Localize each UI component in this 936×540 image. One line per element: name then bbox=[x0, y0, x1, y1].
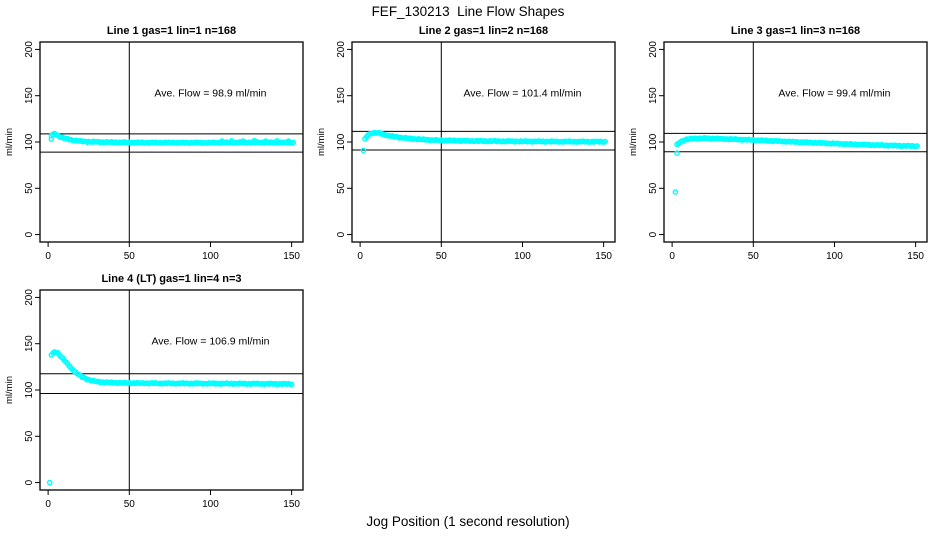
data-point bbox=[914, 143, 921, 149]
x-tick-label: 50 bbox=[748, 251, 760, 262]
y-tick-label: 50 bbox=[24, 182, 35, 194]
x-tick-label: 100 bbox=[202, 251, 219, 262]
data-point-outlier bbox=[360, 147, 367, 154]
data-point-outlier bbox=[228, 137, 235, 144]
x-tick-label: 150 bbox=[283, 251, 300, 262]
y-tick-label: 200 bbox=[24, 289, 35, 306]
ave-flow-annotation: Ave. Flow = 101.4 ml/min bbox=[463, 88, 581, 100]
x-tick-label: 150 bbox=[283, 499, 300, 510]
data-point-outlier bbox=[46, 479, 53, 486]
x-tick-label: 150 bbox=[595, 251, 612, 262]
y-axis-label: ml/min bbox=[316, 128, 327, 156]
data-point bbox=[290, 139, 297, 146]
x-tick-label: 0 bbox=[669, 251, 675, 262]
ave-flow-annotation: Ave. Flow = 106.9 ml/min bbox=[151, 336, 269, 348]
y-tick-label: 150 bbox=[24, 335, 35, 352]
panel-grid: Line 1 gas=1 lin=1 n=168 0 50 100 150 0 50 100 1… bbox=[0, 20, 936, 516]
panel-line-1: Line 1 gas=1 lin=1 n=168 0 50 100 150 0 50 100 1… bbox=[0, 20, 312, 268]
y-tick-label: 0 bbox=[648, 231, 659, 237]
x-tick-label: 0 bbox=[357, 251, 363, 262]
x-tick-label: 50 bbox=[124, 251, 136, 262]
y-tick-label: 150 bbox=[648, 87, 659, 104]
data-point-outlier bbox=[285, 138, 292, 144]
y-axis-label: ml/min bbox=[628, 128, 639, 156]
y-tick-label: 100 bbox=[24, 381, 35, 398]
x-tick-label: 50 bbox=[124, 499, 136, 510]
x-tick-label: 50 bbox=[436, 251, 448, 262]
y-tick-label: 200 bbox=[24, 41, 35, 58]
data-point-outlier bbox=[274, 137, 280, 144]
y-axis-label: ml/min bbox=[4, 128, 15, 156]
data-point-outlier bbox=[48, 136, 55, 143]
y-tick-label: 0 bbox=[24, 231, 35, 237]
y-tick-label: 100 bbox=[336, 133, 347, 150]
data-point-outlier bbox=[672, 189, 679, 195]
data-point-outlier bbox=[674, 150, 680, 156]
plot-box bbox=[39, 289, 304, 491]
panel-line-4-svg: Line 4 (LT) gas=1 lin=4 n=3 0 50 100 150 0 50 1… bbox=[4, 273, 304, 510]
chart-title: FEF_130213 Line Flow Shapes bbox=[371, 4, 565, 19]
y-tick-label: 150 bbox=[336, 87, 347, 104]
x-tick-label: 100 bbox=[514, 251, 531, 262]
y-axis-label: ml/min bbox=[4, 376, 15, 404]
y-tick-label: 200 bbox=[336, 41, 347, 58]
y-tick-label: 150 bbox=[24, 87, 35, 104]
panel-title: Line 4 (LT) gas=1 lin=4 n=3 bbox=[101, 273, 241, 285]
panel-title: Line 2 gas=1 lin=2 n=168 bbox=[419, 25, 548, 37]
y-tick-label: 50 bbox=[24, 430, 35, 442]
x-tick-label: 150 bbox=[907, 251, 924, 262]
data-point-outlier bbox=[251, 137, 258, 144]
y-tick-label: 50 bbox=[648, 182, 659, 194]
y-tick-label: 0 bbox=[24, 479, 35, 485]
y-tick-label: 200 bbox=[648, 41, 659, 58]
panel-line-1-svg: Line 1 gas=1 lin=1 n=168 0 50 100 150 0 50 100 1… bbox=[4, 25, 304, 262]
y-tick-label: 100 bbox=[648, 133, 659, 150]
x-tick-label: 100 bbox=[202, 499, 219, 510]
panel-title: Line 3 gas=1 lin=3 n=168 bbox=[731, 25, 860, 37]
data-point-outlier bbox=[240, 138, 246, 144]
y-tick-label: 100 bbox=[24, 133, 35, 150]
panel-line-3-svg: Line 3 gas=1 lin=3 n=168 0 50 100 150 0 50 100 1… bbox=[628, 25, 928, 262]
data-point bbox=[288, 381, 295, 388]
panel-line-2: Line 2 gas=1 lin=2 n=168 0 50 100 150 0 50 100 1… bbox=[312, 20, 624, 268]
ave-flow-annotation: Ave. Flow = 99.4 ml/min bbox=[778, 88, 890, 100]
x-axis-title: Jog Position (1 second resolution) bbox=[366, 514, 570, 529]
panel-line-4: Line 4 (LT) gas=1 lin=4 n=3 0 50 100 150 0 50 1… bbox=[0, 268, 312, 516]
x-tick-label: 0 bbox=[45, 251, 51, 262]
data-point bbox=[602, 138, 609, 145]
ave-flow-annotation: Ave. Flow = 98.9 ml/min bbox=[154, 88, 266, 100]
panel-line-3: Line 3 gas=1 lin=3 n=168 0 50 100 150 0 50 100 1… bbox=[624, 20, 936, 268]
y-tick-label: 50 bbox=[336, 182, 347, 194]
data-point-outlier bbox=[219, 138, 225, 144]
y-tick-label: 0 bbox=[336, 231, 347, 237]
x-tick-label: 0 bbox=[45, 499, 51, 510]
data-point-outlier bbox=[262, 138, 269, 144]
x-tick-label: 100 bbox=[826, 251, 843, 262]
panel-line-2-svg: Line 2 gas=1 lin=2 n=168 0 50 100 150 0 50 100 1… bbox=[316, 25, 616, 262]
panel-title: Line 1 gas=1 lin=1 n=168 bbox=[107, 25, 236, 37]
